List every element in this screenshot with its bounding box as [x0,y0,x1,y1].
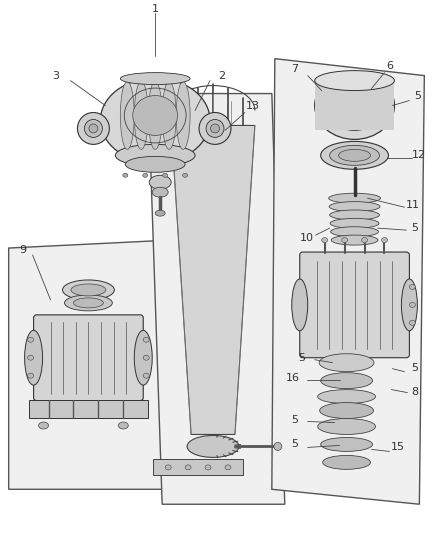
Text: 8: 8 [411,386,418,397]
Ellipse shape [410,302,415,308]
Ellipse shape [39,422,49,429]
Ellipse shape [120,82,134,149]
Ellipse shape [330,210,379,220]
Ellipse shape [318,418,375,434]
Ellipse shape [401,279,417,331]
Polygon shape [272,59,424,504]
Text: 13: 13 [246,101,260,110]
Polygon shape [171,125,255,434]
Ellipse shape [329,201,380,212]
FancyBboxPatch shape [34,315,143,401]
Ellipse shape [143,355,149,360]
Ellipse shape [292,279,308,331]
Ellipse shape [134,330,152,385]
Ellipse shape [410,285,415,289]
Ellipse shape [410,320,415,325]
Ellipse shape [162,82,176,149]
Ellipse shape [85,119,102,138]
Ellipse shape [321,373,372,389]
Ellipse shape [74,298,103,308]
Ellipse shape [342,238,348,243]
Ellipse shape [330,146,379,165]
Text: 1: 1 [152,4,159,14]
Ellipse shape [149,175,171,189]
Ellipse shape [64,295,112,311]
Ellipse shape [321,238,328,243]
Ellipse shape [187,435,239,457]
Ellipse shape [120,72,190,85]
Ellipse shape [143,337,149,342]
Ellipse shape [78,112,110,144]
Ellipse shape [28,337,34,342]
Ellipse shape [225,465,231,470]
Ellipse shape [274,442,282,450]
Ellipse shape [339,149,371,161]
Text: 10: 10 [300,233,314,243]
Bar [28,400,148,417]
Bar [314,80,395,131]
Ellipse shape [321,438,372,451]
Ellipse shape [199,112,231,144]
Polygon shape [148,94,285,504]
Ellipse shape [328,193,381,203]
Ellipse shape [148,82,162,149]
Ellipse shape [320,402,374,418]
Ellipse shape [205,465,211,470]
Ellipse shape [134,82,148,149]
Ellipse shape [143,173,148,177]
Ellipse shape [314,71,395,140]
Ellipse shape [133,95,178,135]
Text: 7: 7 [291,63,298,74]
Ellipse shape [331,235,378,245]
Ellipse shape [25,330,42,385]
Text: 5: 5 [411,223,418,233]
Ellipse shape [125,156,185,172]
Ellipse shape [176,82,190,149]
Text: 6: 6 [386,61,393,71]
Ellipse shape [162,173,168,177]
Text: 5: 5 [411,362,418,373]
Ellipse shape [165,465,171,470]
Ellipse shape [206,119,224,138]
Ellipse shape [321,141,389,169]
Ellipse shape [152,187,168,197]
Ellipse shape [100,78,210,163]
Ellipse shape [71,284,106,296]
Text: 2: 2 [219,70,226,80]
Ellipse shape [211,124,219,133]
Text: 5: 5 [298,353,305,363]
Polygon shape [9,240,170,489]
Ellipse shape [28,355,34,360]
Text: 15: 15 [390,442,404,453]
Ellipse shape [89,124,98,133]
Ellipse shape [28,373,34,378]
Ellipse shape [361,238,367,243]
Ellipse shape [381,238,388,243]
Ellipse shape [185,465,191,470]
Text: 5: 5 [414,91,421,101]
Bar [153,459,243,475]
Text: 3: 3 [52,70,59,80]
Text: 11: 11 [406,200,419,210]
Ellipse shape [123,173,128,177]
Text: 5: 5 [291,439,298,449]
Ellipse shape [319,354,374,372]
Ellipse shape [314,71,395,91]
Ellipse shape [325,80,385,131]
Ellipse shape [143,373,149,378]
Text: 5: 5 [291,415,298,424]
Ellipse shape [63,280,114,300]
Ellipse shape [183,173,187,177]
Ellipse shape [115,144,195,166]
Ellipse shape [330,219,379,228]
Ellipse shape [155,210,165,216]
FancyBboxPatch shape [300,252,410,358]
Ellipse shape [331,227,378,237]
Text: 9: 9 [19,245,26,255]
Ellipse shape [323,455,371,470]
Text: 12: 12 [412,150,427,160]
Ellipse shape [318,390,375,403]
Ellipse shape [118,422,128,429]
Text: 16: 16 [286,373,300,383]
